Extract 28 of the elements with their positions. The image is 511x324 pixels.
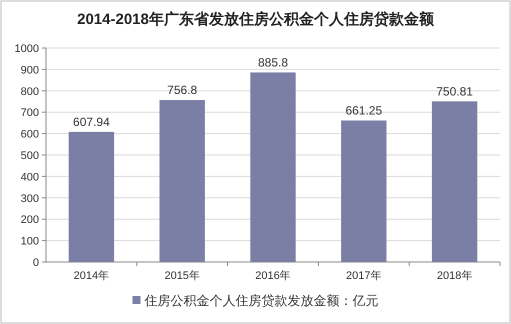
y-tick-label: 400 — [20, 171, 39, 184]
x-tick-label: 2018年 — [436, 270, 472, 282]
data-label: 661.25 — [345, 103, 382, 118]
bar — [432, 101, 478, 262]
data-label: 885.8 — [258, 55, 288, 70]
x-tick-label: 2015年 — [164, 270, 200, 282]
bar — [341, 120, 386, 262]
y-tick-label: 200 — [20, 214, 39, 226]
y-tick-label: 800 — [20, 86, 39, 98]
x-tick-label: 2017年 — [346, 270, 382, 282]
y-tick-label: 0 — [32, 257, 39, 269]
y-tick-label: 700 — [20, 107, 39, 120]
bar — [160, 100, 205, 262]
y-tick-label: 1000 — [14, 43, 39, 55]
y-tick-label: 500 — [20, 150, 39, 162]
bar — [250, 72, 296, 262]
data-label: 750.81 — [436, 84, 474, 98]
y-tick-label: 100 — [20, 236, 39, 248]
chart-title: 2014-2018年广东省发放住房公积金个人住房贷款金额 — [77, 10, 435, 28]
x-tick-label: 2016年 — [255, 270, 291, 282]
bar — [68, 132, 114, 262]
y-tick-label: 900 — [20, 64, 39, 76]
data-label: 756.8 — [167, 83, 198, 98]
x-tick-label: 2014年 — [74, 270, 110, 282]
legend-label: 住房公积金个人住房贷款发放金额：亿元 — [144, 293, 378, 308]
y-tick-label: 300 — [20, 192, 39, 205]
data-label: 607.94 — [73, 114, 110, 129]
y-tick-label: 600 — [20, 128, 39, 141]
